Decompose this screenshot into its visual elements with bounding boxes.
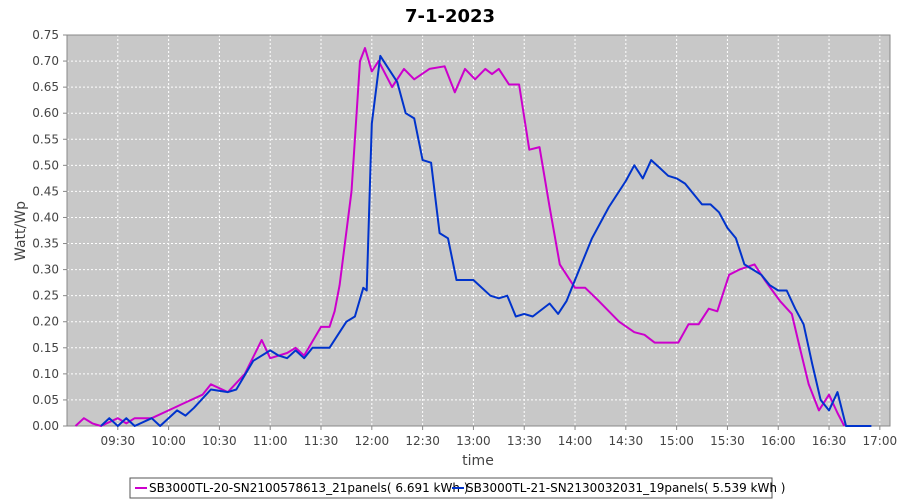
- y-tick-label: 0.60: [32, 106, 59, 120]
- legend-label: SB3000TL-21-SN2130032031_19panels( 5.539…: [466, 481, 785, 495]
- y-tick-label: 0.50: [32, 158, 59, 172]
- x-tick-label: 09:30: [101, 434, 136, 448]
- legend-label: SB3000TL-20-SN2100578613_21panels( 6.691…: [149, 481, 468, 495]
- series-line: [74, 47, 846, 427]
- y-tick-label: 0.20: [32, 315, 59, 329]
- x-tick-label: 17:00: [863, 434, 898, 448]
- y-tick-label: 0.10: [32, 367, 59, 381]
- x-tick-label: 12:00: [355, 434, 390, 448]
- x-axis-label: time: [462, 453, 494, 469]
- y-tick-label: 0.25: [32, 289, 59, 303]
- y-tick-label: 0.15: [32, 341, 59, 355]
- x-tick-label: 10:00: [151, 434, 186, 448]
- x-tick-label: 13:00: [456, 434, 491, 448]
- x-tick-label: 15:00: [659, 434, 694, 448]
- y-axis-label: Watt/Wp: [13, 201, 29, 261]
- y-tick-label: 0.70: [32, 54, 59, 68]
- plot-border: [66, 34, 891, 427]
- y-tick-label: 0.55: [32, 132, 59, 146]
- y-tick-label: 0.65: [32, 80, 59, 94]
- legend: [129, 477, 773, 499]
- x-tick-label: 16:30: [812, 434, 847, 448]
- series-line: [100, 54, 872, 427]
- x-tick-label: 11:00: [253, 434, 288, 448]
- chart-title: 7-1-2023: [405, 6, 495, 27]
- x-tick-label: 16:00: [761, 434, 796, 448]
- x-tick-label: 14:00: [558, 434, 593, 448]
- y-tick-label: 0.45: [32, 184, 59, 198]
- x-tick-label: 10:30: [202, 434, 237, 448]
- x-tick-label: 12:30: [405, 434, 440, 448]
- x-tick-label: 15:30: [710, 434, 745, 448]
- y-tick-label: 0.30: [32, 263, 59, 277]
- y-tick-label: 0.00: [32, 419, 59, 433]
- plot-area: [67, 35, 890, 426]
- x-tick-label: 11:30: [304, 434, 339, 448]
- x-tick-label: 13:30: [507, 434, 542, 448]
- y-tick-label: 0.40: [32, 210, 59, 224]
- y-tick-label: 0.05: [32, 393, 59, 407]
- y-tick-label: 0.75: [32, 28, 59, 42]
- x-tick-label: 14:30: [609, 434, 644, 448]
- y-tick-label: 0.35: [32, 237, 59, 251]
